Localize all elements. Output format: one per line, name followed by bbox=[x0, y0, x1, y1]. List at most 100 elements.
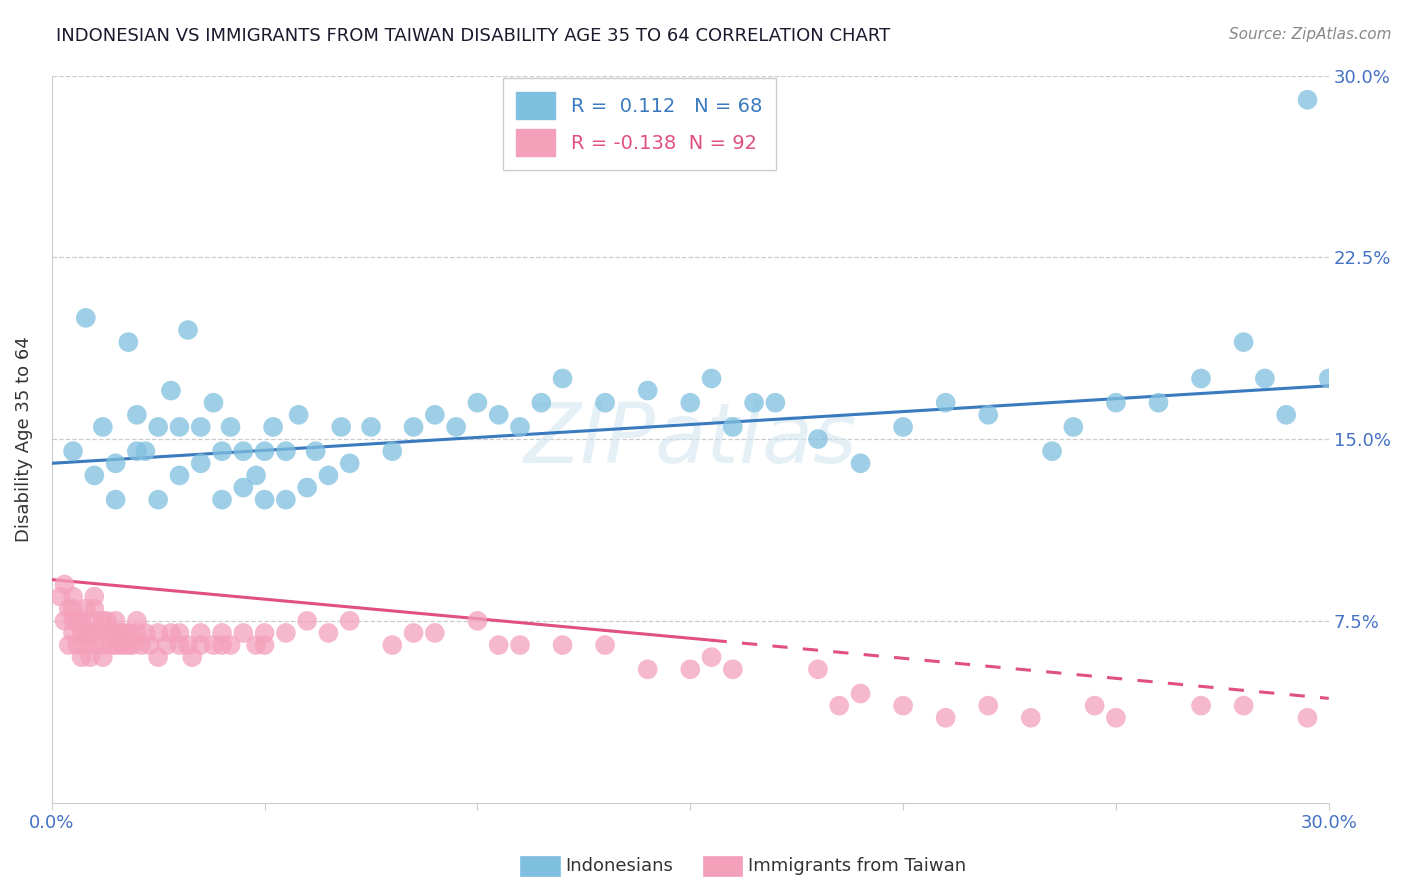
Point bbox=[1105, 711, 1128, 725]
Point bbox=[423, 626, 446, 640]
Point bbox=[530, 395, 553, 409]
Point bbox=[83, 638, 105, 652]
Point bbox=[83, 614, 105, 628]
Point bbox=[274, 626, 297, 640]
Point bbox=[467, 395, 489, 409]
Point bbox=[305, 444, 328, 458]
Point bbox=[1040, 444, 1063, 458]
Point bbox=[104, 456, 127, 470]
Point bbox=[49, 590, 72, 604]
Point bbox=[91, 614, 114, 628]
Point bbox=[108, 638, 131, 652]
Point bbox=[339, 614, 361, 628]
Point bbox=[66, 638, 89, 652]
Point bbox=[62, 444, 84, 458]
Point bbox=[211, 638, 233, 652]
Point bbox=[849, 456, 872, 470]
Point bbox=[112, 638, 135, 652]
Point bbox=[219, 420, 242, 434]
Point bbox=[1084, 698, 1107, 713]
Point bbox=[402, 626, 425, 640]
Bar bbox=[520, 856, 560, 876]
Point bbox=[91, 650, 114, 665]
Point bbox=[125, 614, 148, 628]
Point bbox=[156, 638, 179, 652]
Text: Immigrants from Taiwan: Immigrants from Taiwan bbox=[748, 857, 966, 875]
Point bbox=[295, 481, 318, 495]
Point bbox=[75, 601, 97, 615]
Point bbox=[100, 626, 122, 640]
Point bbox=[274, 492, 297, 507]
Point bbox=[891, 698, 914, 713]
Point bbox=[190, 456, 212, 470]
Point bbox=[1105, 395, 1128, 409]
Point bbox=[1019, 711, 1042, 725]
Point bbox=[763, 395, 786, 409]
Point bbox=[96, 626, 118, 640]
Point bbox=[807, 432, 830, 446]
Point bbox=[637, 662, 659, 676]
Point bbox=[232, 481, 254, 495]
Point bbox=[423, 408, 446, 422]
Point bbox=[100, 638, 122, 652]
Point bbox=[891, 420, 914, 434]
Point bbox=[488, 638, 510, 652]
Point bbox=[339, 456, 361, 470]
Point bbox=[318, 626, 340, 640]
Point bbox=[169, 626, 191, 640]
Point bbox=[83, 468, 105, 483]
Point bbox=[253, 492, 276, 507]
Point bbox=[381, 444, 404, 458]
Point bbox=[202, 638, 225, 652]
Point bbox=[129, 638, 152, 652]
Point bbox=[1189, 698, 1212, 713]
Point bbox=[295, 614, 318, 628]
Point bbox=[66, 614, 89, 628]
Point bbox=[211, 444, 233, 458]
Point bbox=[509, 420, 531, 434]
Point bbox=[807, 662, 830, 676]
Point bbox=[91, 420, 114, 434]
Point bbox=[125, 408, 148, 422]
Bar bbox=[703, 856, 742, 876]
Point bbox=[125, 626, 148, 640]
Point bbox=[211, 626, 233, 640]
Point bbox=[79, 650, 101, 665]
Point bbox=[146, 626, 169, 640]
Point bbox=[160, 384, 183, 398]
Point bbox=[108, 626, 131, 640]
Point bbox=[169, 638, 191, 652]
Point bbox=[62, 626, 84, 640]
Point bbox=[62, 590, 84, 604]
Legend: R =  0.112   N = 68, R = -0.138  N = 92: R = 0.112 N = 68, R = -0.138 N = 92 bbox=[503, 78, 776, 170]
Point bbox=[104, 626, 127, 640]
Point bbox=[181, 650, 204, 665]
Point bbox=[190, 420, 212, 434]
Point bbox=[138, 638, 160, 652]
Y-axis label: Disability Age 35 to 64: Disability Age 35 to 64 bbox=[15, 336, 32, 542]
Point bbox=[75, 638, 97, 652]
Point bbox=[828, 698, 851, 713]
Point bbox=[381, 638, 404, 652]
Point bbox=[402, 420, 425, 434]
Point bbox=[125, 444, 148, 458]
Point bbox=[232, 444, 254, 458]
Point bbox=[488, 408, 510, 422]
Point bbox=[977, 698, 1000, 713]
Point bbox=[58, 601, 80, 615]
Point bbox=[274, 444, 297, 458]
Point bbox=[160, 626, 183, 640]
Point bbox=[977, 408, 1000, 422]
Point bbox=[62, 614, 84, 628]
Point bbox=[1189, 371, 1212, 385]
Point bbox=[117, 335, 139, 350]
Point bbox=[593, 395, 616, 409]
Text: INDONESIAN VS IMMIGRANTS FROM TAIWAN DISABILITY AGE 35 TO 64 CORRELATION CHART: INDONESIAN VS IMMIGRANTS FROM TAIWAN DIS… bbox=[56, 27, 890, 45]
Point bbox=[146, 650, 169, 665]
Point bbox=[104, 492, 127, 507]
Point bbox=[742, 395, 765, 409]
Point bbox=[444, 420, 467, 434]
Point bbox=[58, 638, 80, 652]
Text: Source: ZipAtlas.com: Source: ZipAtlas.com bbox=[1229, 27, 1392, 42]
Point bbox=[245, 638, 267, 652]
